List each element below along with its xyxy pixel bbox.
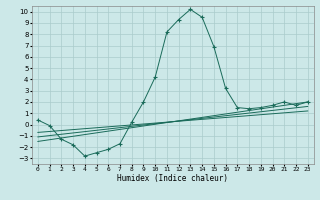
X-axis label: Humidex (Indice chaleur): Humidex (Indice chaleur) xyxy=(117,174,228,183)
